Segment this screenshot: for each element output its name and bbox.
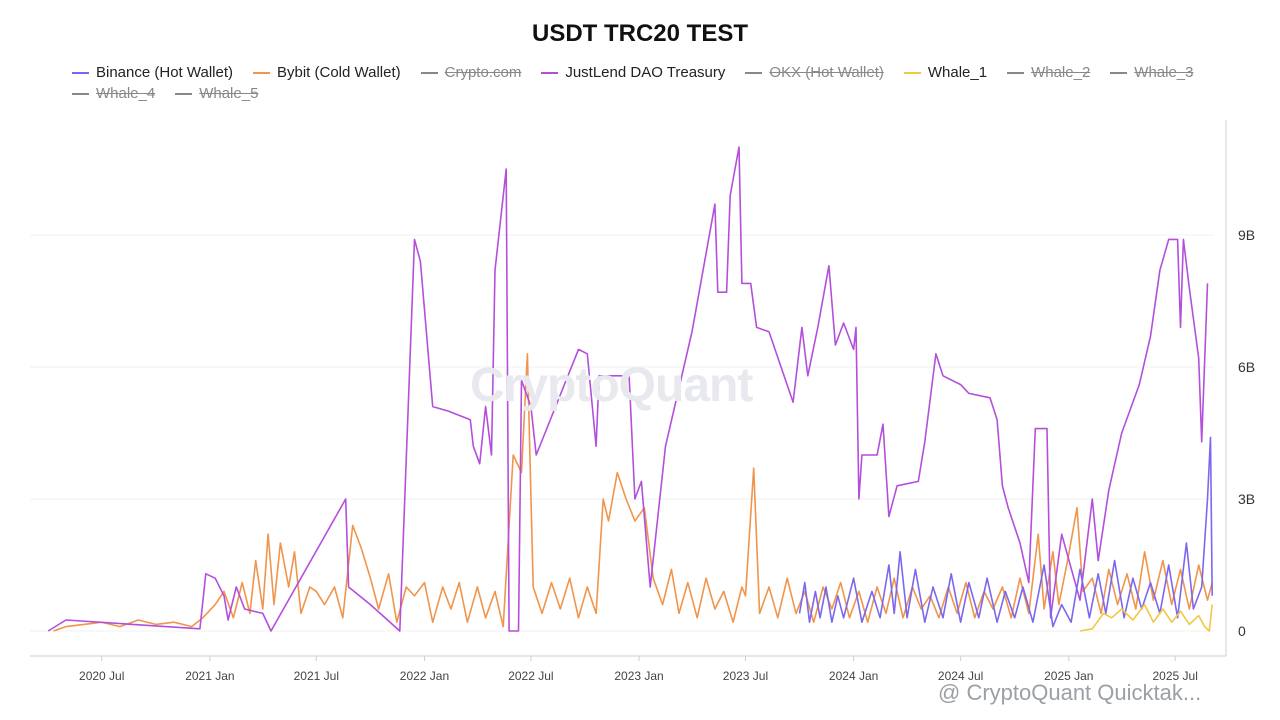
x-tick-label: 2023 Jan xyxy=(614,669,663,683)
watermark: CryptoQuant xyxy=(470,358,752,413)
x-tick-label: 2022 Jul xyxy=(508,669,553,683)
x-tick-label: 2024 Jan xyxy=(829,669,878,683)
y-tick-label: 0 xyxy=(1238,623,1246,639)
y-tick-label: 3B xyxy=(1238,491,1255,507)
grid xyxy=(30,235,1214,631)
x-tick-label: 2023 Jul xyxy=(723,669,768,683)
credit-text: @ CryptoQuant Quicktak... xyxy=(938,680,1201,706)
x-tick-label: 2020 Jul xyxy=(79,669,124,683)
x-tick-label: 2021 Jan xyxy=(185,669,234,683)
x-tick-label: 2022 Jan xyxy=(400,669,449,683)
y-tick-label: 9B xyxy=(1238,227,1255,243)
x-tick-label: 2021 Jul xyxy=(294,669,339,683)
y-tick-label: 6B xyxy=(1238,359,1255,375)
